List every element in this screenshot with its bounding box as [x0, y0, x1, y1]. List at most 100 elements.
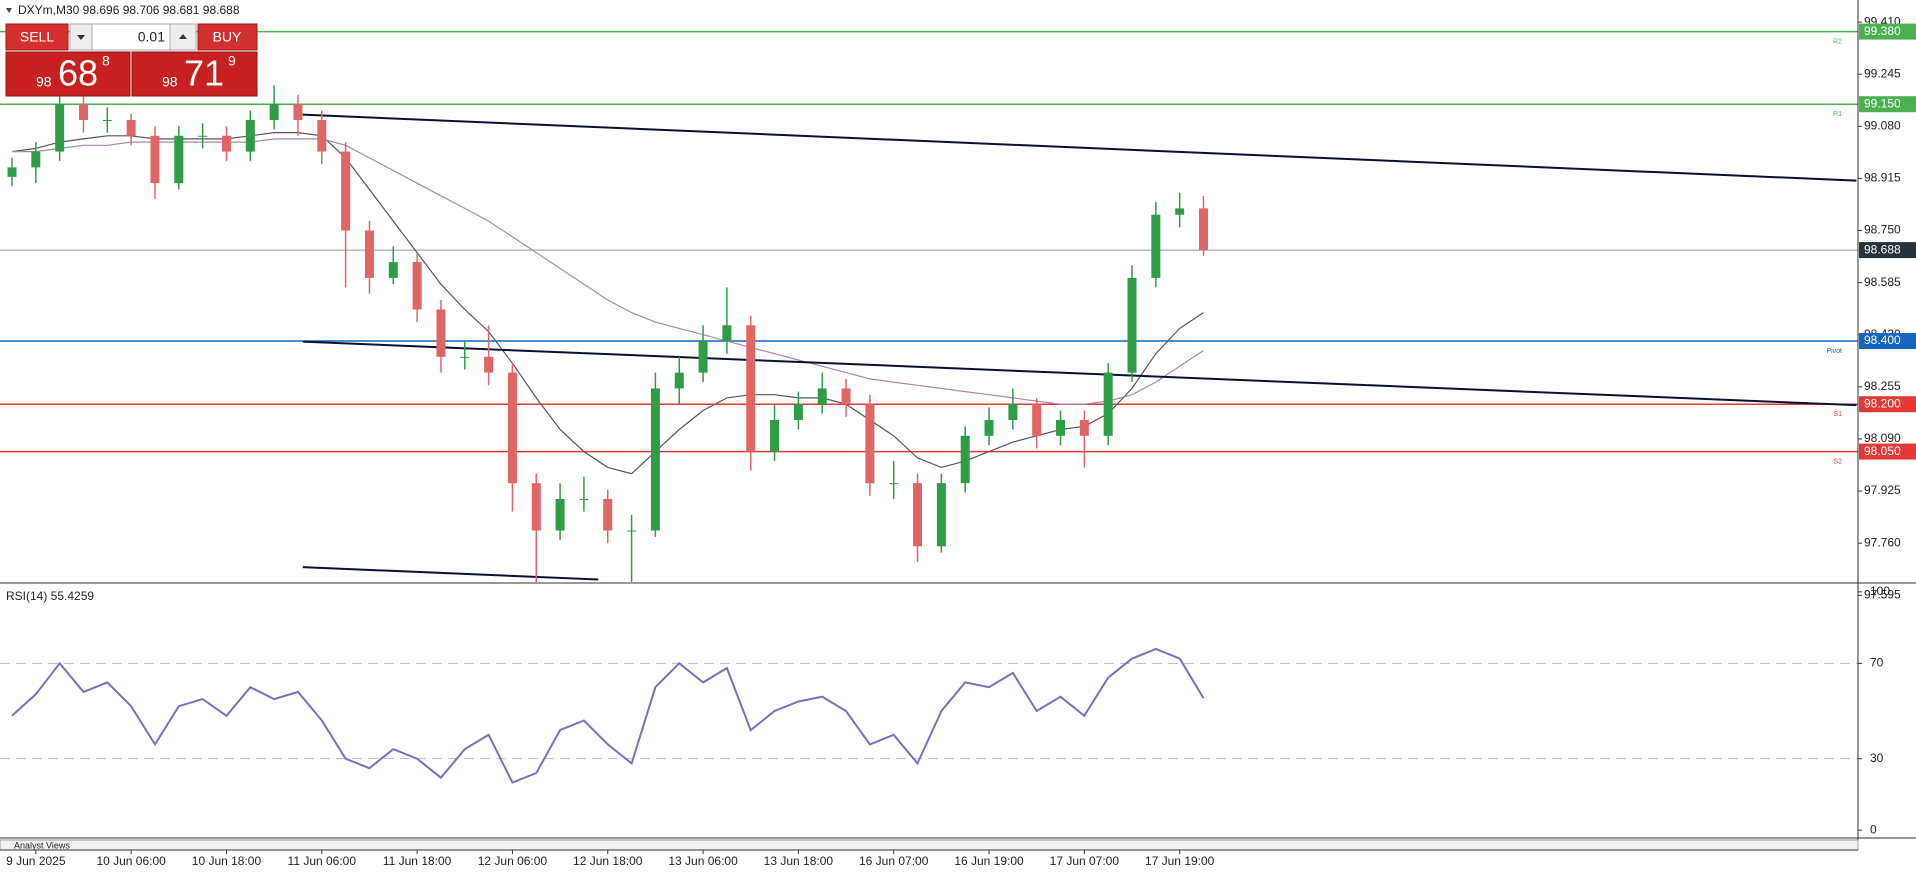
- x-tick-label: 11 Jun 06:00: [288, 854, 357, 868]
- candle-body: [1151, 214, 1161, 278]
- candle-body: [293, 104, 303, 120]
- buy-price-mid: 71: [184, 53, 224, 94]
- trendline: [302, 113, 1857, 182]
- buy-label: BUY: [213, 29, 242, 45]
- candle-body: [388, 262, 398, 278]
- buy-button[interactable]: [197, 23, 258, 51]
- y-tick-label: 98.090: [1864, 431, 1901, 445]
- candle-body: [1103, 372, 1113, 436]
- candle-body: [1008, 404, 1018, 420]
- y-tick-label: 0: [1870, 822, 1877, 836]
- y-tick-label: 30: [1870, 751, 1884, 765]
- sell-button[interactable]: [5, 23, 69, 51]
- candle-body: [507, 372, 517, 484]
- arrow-down: [77, 35, 85, 40]
- level-price-label: 99.150: [1864, 96, 1901, 110]
- x-tick-label: 10 Jun 06:00: [96, 854, 166, 868]
- rsi-title: RSI(14) 55.4259: [6, 589, 94, 603]
- candle-body: [484, 356, 494, 373]
- level-price-box: [1859, 396, 1916, 413]
- level-tag: R2: [1833, 38, 1842, 45]
- trendline: [302, 340, 1857, 407]
- candle-body: [245, 120, 255, 152]
- volume-input[interactable]: [91, 23, 171, 51]
- moving-average: [11, 132, 1204, 475]
- candle-body: [198, 135, 208, 137]
- candle-body: [555, 498, 565, 531]
- candle-body: [1175, 208, 1185, 215]
- level-tag: Pivot: [1826, 348, 1842, 355]
- level-tag: S1: [1833, 411, 1842, 418]
- arrow-up: [179, 34, 187, 39]
- candle-body: [7, 167, 17, 177]
- sell-price-mid: 68: [58, 53, 98, 94]
- sell-price-big: 98: [36, 74, 52, 90]
- candle-body: [746, 325, 756, 452]
- level-price-label: 99.380: [1864, 24, 1901, 38]
- analyst-views-tab[interactable]: Analyst Views: [14, 840, 70, 850]
- x-tick-label: 11 Jun 18:00: [383, 854, 452, 868]
- buy-price-box[interactable]: [131, 51, 258, 97]
- y-tick-label: 70: [1870, 656, 1884, 670]
- candle-body: [1032, 404, 1042, 436]
- y-tick-label: 99.245: [1864, 66, 1901, 80]
- candle-body: [221, 135, 231, 152]
- level-price-box: [1859, 443, 1916, 460]
- candle-body: [960, 435, 970, 484]
- candle-body: [364, 230, 374, 278]
- candle-body: [126, 120, 136, 136]
- level-price-label: 98.400: [1864, 333, 1901, 347]
- y-tick-label: 98.255: [1864, 379, 1901, 393]
- y-tick-label: 98.915: [1864, 171, 1901, 185]
- candle-body: [674, 372, 684, 389]
- x-tick-label: 17 Jun 19:00: [1145, 854, 1215, 868]
- current-price-label: 98.688: [1864, 242, 1901, 256]
- candle-body: [698, 341, 708, 373]
- collapse-icon[interactable]: [6, 8, 12, 13]
- price-plot: R2 R1 Pivot S1 S2: [0, 30, 1858, 582]
- sell-price-box[interactable]: [5, 51, 131, 97]
- level-price-label: 98.200: [1864, 396, 1901, 410]
- candle-body: [31, 151, 41, 168]
- level-price-box: [1859, 23, 1916, 40]
- candle-body: [102, 120, 112, 121]
- candle-body: [936, 483, 946, 547]
- level-price-label: 98.050: [1864, 444, 1901, 458]
- candle-body: [793, 404, 803, 420]
- candle-body: [460, 356, 470, 358]
- sell-label: SELL: [20, 29, 54, 45]
- level-price-box: [1859, 96, 1916, 113]
- candle-body: [412, 262, 422, 310]
- candle-body: [78, 104, 88, 120]
- rsi-plot: [0, 647, 1858, 784]
- candle-body: [579, 498, 589, 500]
- trendline: [302, 566, 599, 581]
- header: DXYm,M30 98.696 98.706 98.681 98.688: [6, 3, 240, 17]
- y-tick-label: 98.750: [1864, 223, 1901, 237]
- candle-body: [317, 120, 327, 152]
- x-tick-label: 13 Jun 18:00: [764, 854, 834, 868]
- y-tick-label: 99.080: [1864, 118, 1901, 132]
- candle-body: [603, 498, 613, 531]
- level-price-box: [1859, 333, 1916, 350]
- y-tick-label: 98.585: [1864, 275, 1901, 289]
- candle-body: [650, 388, 660, 531]
- x-tick-label: 9 Jun 2025: [6, 854, 66, 868]
- candle-body: [889, 483, 899, 485]
- candle-body: [984, 420, 994, 436]
- level-tag: S2: [1833, 458, 1842, 465]
- one-click-trading: SELL 0.01 BUY 98 68 8 98 71 9: [5, 23, 258, 97]
- candle-body: [269, 104, 279, 120]
- candle-body: [627, 530, 637, 532]
- candle-body: [341, 151, 351, 231]
- candle-body: [722, 325, 732, 342]
- candle-body: [1079, 420, 1089, 436]
- candle-body: [913, 483, 923, 547]
- candle-body: [770, 420, 780, 452]
- candle-body: [174, 135, 184, 184]
- x-tick-label: 10 Jun 18:00: [192, 854, 262, 868]
- x-tick-label: 16 Jun 19:00: [954, 854, 1024, 868]
- axes: [0, 0, 1916, 851]
